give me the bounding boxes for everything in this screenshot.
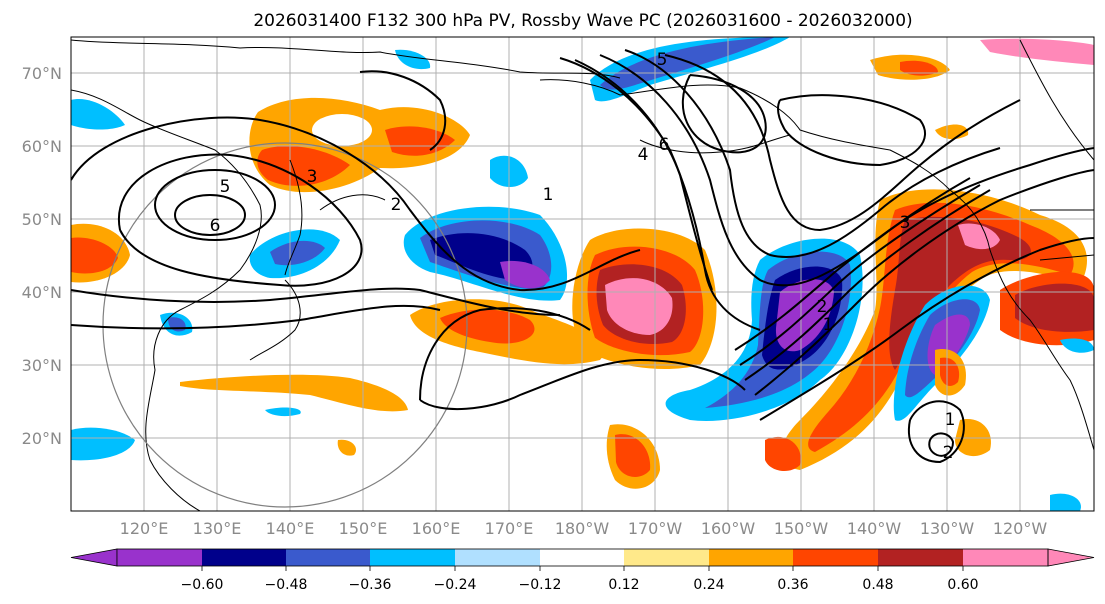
lon-label: 180°W bbox=[555, 519, 610, 538]
map-plot: 5 6 5 6 2 3 4 1 2 1 3 1 2 bbox=[71, 37, 1094, 511]
lat-label: 40°N bbox=[22, 283, 62, 302]
negative-anomaly-japan bbox=[249, 229, 340, 279]
lon-label: 170°E bbox=[485, 519, 534, 538]
coastlines bbox=[71, 39, 1094, 511]
colorbar-segment bbox=[709, 549, 793, 566]
lon-label: 140°W bbox=[847, 519, 902, 538]
lat-label: 50°N bbox=[22, 210, 62, 229]
positive-anomaly-140w bbox=[781, 189, 1087, 471]
colorbar-segment bbox=[455, 549, 540, 566]
contour-label: 5 bbox=[220, 177, 231, 197]
contour-labels: 5 6 5 6 2 3 4 1 2 1 3 1 2 bbox=[210, 50, 956, 463]
contour-label: 2 bbox=[817, 297, 828, 317]
positive-anomaly-okhotsk bbox=[249, 97, 470, 193]
rossby-wave-contours bbox=[71, 49, 1094, 464]
colorbar-tick-label: 0.24 bbox=[693, 577, 724, 593]
lat-label: 70°N bbox=[22, 64, 62, 83]
contour-label: 2 bbox=[391, 195, 402, 215]
colorbar-segment bbox=[793, 549, 878, 566]
colorbar-segment bbox=[286, 549, 370, 566]
contour-label: 1 bbox=[945, 410, 956, 430]
positive-anomaly-us-west bbox=[1000, 271, 1094, 346]
colorbar-segment bbox=[624, 549, 709, 566]
lon-label: 150°E bbox=[339, 519, 388, 538]
colorbar-tick-label: 0.12 bbox=[608, 577, 639, 593]
colorbar-tick-label: −0.48 bbox=[265, 577, 308, 593]
lon-label: 120°W bbox=[993, 519, 1048, 538]
colorbar-tick-label: 0.36 bbox=[777, 577, 808, 593]
contour-label: 6 bbox=[659, 135, 670, 155]
contour-label: 3 bbox=[307, 167, 318, 187]
pv-anomaly-fills bbox=[71, 37, 1094, 511]
lon-label: 150°W bbox=[774, 519, 829, 538]
graticule bbox=[71, 37, 1094, 511]
lat-label: 30°N bbox=[22, 356, 62, 375]
colorbar-extend-min bbox=[70, 548, 118, 567]
colorbar-segment bbox=[540, 549, 624, 566]
contour-label: 1 bbox=[543, 185, 554, 205]
lon-label: 170°W bbox=[628, 519, 683, 538]
negative-anomaly-central-pacific bbox=[403, 155, 568, 301]
colorbar-tick-label: −0.36 bbox=[349, 577, 392, 593]
great-circle-ring bbox=[102, 142, 468, 508]
colorbar-segment bbox=[370, 549, 455, 566]
colorbar-outline bbox=[116, 548, 1049, 567]
latitude-labels: 70°N 60°N 50°N 40°N 30°N 20°N bbox=[22, 64, 62, 448]
contour-label: 4 bbox=[638, 145, 649, 165]
colorbar-tick-label: −0.24 bbox=[434, 577, 477, 593]
lon-label: 140°E bbox=[266, 519, 315, 538]
colorbar-tick-label: 0.60 bbox=[947, 577, 978, 593]
negative-anomaly-alaska bbox=[590, 37, 790, 102]
colorbar-tick-label: −0.12 bbox=[519, 577, 562, 593]
colorbar-segment bbox=[963, 549, 1048, 566]
colorbar-tick-label: −0.60 bbox=[181, 577, 224, 593]
lat-label: 20°N bbox=[22, 429, 62, 448]
colorbar-segment bbox=[117, 549, 202, 566]
lon-label: 160°E bbox=[412, 519, 461, 538]
contour-label: 5 bbox=[657, 50, 668, 70]
colorbar-segments bbox=[70, 548, 1095, 571]
contour-label: 6 bbox=[210, 216, 221, 236]
colorbar-tick-label: 0.48 bbox=[862, 577, 893, 593]
colorbar-ticks: −0.60 −0.48 −0.36 −0.24 −0.12 0.12 0.24 … bbox=[181, 577, 979, 593]
positive-anomaly-dateline bbox=[572, 228, 717, 370]
contour-label: 1 bbox=[823, 315, 834, 335]
lat-label: 60°N bbox=[22, 137, 62, 156]
map-frame bbox=[70, 36, 1095, 512]
lon-label: 130°E bbox=[193, 519, 242, 538]
colorbar-extend-max bbox=[1047, 548, 1095, 567]
contour-label: 3 bbox=[900, 213, 911, 233]
lon-label: 160°W bbox=[701, 519, 756, 538]
colorbar: −0.60 −0.48 −0.36 −0.24 −0.12 0.12 0.24 … bbox=[70, 548, 1095, 593]
positive-anomaly-midlat bbox=[410, 299, 605, 365]
lon-label: 130°W bbox=[920, 519, 975, 538]
contour-label: 2 bbox=[943, 443, 954, 463]
lon-label: 120°E bbox=[120, 519, 169, 538]
longitude-labels: 120°E 130°E 140°E 150°E 160°E 170°E 180°… bbox=[120, 519, 1048, 538]
map-title: 2026031400 F132 300 hPa PV, Rossby Wave … bbox=[253, 11, 912, 31]
colorbar-segment bbox=[202, 549, 286, 566]
colorbar-segment bbox=[878, 549, 963, 566]
